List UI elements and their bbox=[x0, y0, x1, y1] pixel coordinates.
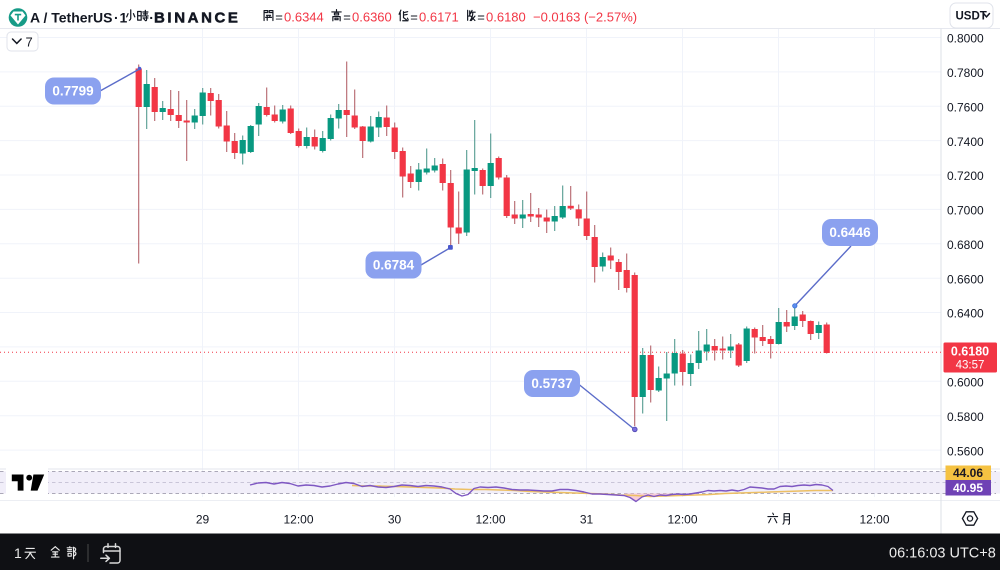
svg-text:0.8000: 0.8000 bbox=[947, 32, 984, 46]
svg-text:0.6446: 0.6446 bbox=[829, 225, 871, 240]
svg-text:0.7400: 0.7400 bbox=[947, 135, 984, 149]
svg-text:0.5737: 0.5737 bbox=[531, 376, 572, 391]
svg-text:A / TetherUS: A / TetherUS bbox=[30, 10, 112, 26]
svg-text:−0.0163 (−2.57%): −0.0163 (−2.57%) bbox=[533, 10, 637, 25]
svg-text:0.5800: 0.5800 bbox=[947, 410, 984, 424]
svg-text:12:00: 12:00 bbox=[859, 513, 889, 527]
svg-text:0.6180: 0.6180 bbox=[486, 10, 526, 25]
svg-text:=: = bbox=[477, 10, 485, 25]
svg-text:0.7800: 0.7800 bbox=[947, 66, 984, 80]
svg-text:=: = bbox=[410, 10, 418, 25]
svg-text:12:00: 12:00 bbox=[283, 513, 313, 527]
svg-text:7: 7 bbox=[26, 35, 33, 50]
svg-text:0.6784: 0.6784 bbox=[373, 258, 415, 273]
svg-text:0.7600: 0.7600 bbox=[947, 101, 984, 115]
svg-text:0.5600: 0.5600 bbox=[947, 444, 984, 458]
svg-text:12:00: 12:00 bbox=[667, 513, 697, 527]
svg-text:1: 1 bbox=[14, 545, 22, 561]
svg-text:30: 30 bbox=[388, 513, 402, 527]
svg-text:·: · bbox=[114, 10, 119, 26]
svg-text:43:57: 43:57 bbox=[956, 360, 985, 372]
svg-text:0.6000: 0.6000 bbox=[947, 376, 984, 390]
svg-text:0.6800: 0.6800 bbox=[947, 238, 984, 252]
svg-text:0.6400: 0.6400 bbox=[947, 307, 984, 321]
svg-text:44.06: 44.06 bbox=[953, 466, 983, 480]
svg-text:29: 29 bbox=[196, 513, 210, 527]
svg-text:40.95: 40.95 bbox=[953, 481, 983, 495]
svg-text:=: = bbox=[275, 10, 283, 25]
svg-text:0.7799: 0.7799 bbox=[52, 84, 93, 99]
svg-text:0.6344: 0.6344 bbox=[284, 10, 324, 25]
svg-text:0.7000: 0.7000 bbox=[947, 204, 984, 218]
svg-text:BINANCE: BINANCE bbox=[154, 10, 241, 27]
svg-text:0.6180: 0.6180 bbox=[951, 345, 989, 359]
svg-text:USDT: USDT bbox=[956, 11, 987, 23]
svg-text:·: · bbox=[149, 10, 154, 26]
svg-text:06:16:03 UTC+8: 06:16:03 UTC+8 bbox=[889, 546, 996, 562]
svg-text:0.6600: 0.6600 bbox=[947, 272, 984, 286]
svg-text:12:00: 12:00 bbox=[475, 513, 505, 527]
svg-text:=: = bbox=[343, 10, 351, 25]
svg-text:0.6360: 0.6360 bbox=[352, 10, 392, 25]
svg-text:1: 1 bbox=[120, 10, 128, 26]
svg-text:0.7200: 0.7200 bbox=[947, 169, 984, 183]
svg-text:0.6171: 0.6171 bbox=[419, 10, 459, 25]
svg-text:31: 31 bbox=[580, 513, 594, 527]
